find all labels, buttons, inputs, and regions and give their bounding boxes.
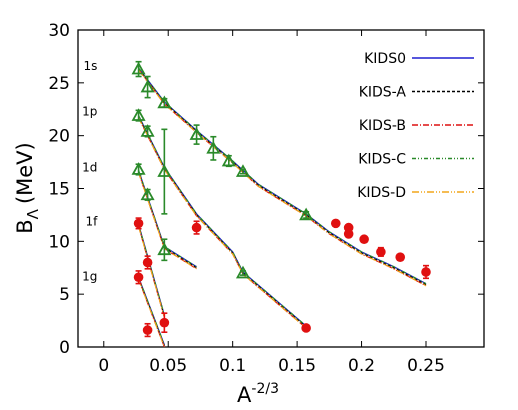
circle-data-point [133, 218, 144, 229]
shell-label: 1d [82, 161, 97, 175]
y-tick-label: 15 [48, 180, 70, 200]
circle-data-point [159, 317, 170, 328]
circle-data-point [376, 247, 386, 257]
y-axis-title-subscript: Λ [24, 208, 42, 219]
y-tick-label: 5 [59, 285, 70, 305]
shell-labels: 1s 1p 1d 1f 1g [82, 59, 98, 283]
circle-data-point [395, 252, 406, 262]
series-line-kids-b [138, 68, 427, 287]
shell-label: 1f [85, 214, 98, 228]
legend-label-kids-b: KIDS-B [359, 118, 406, 134]
triangle-data-point [140, 79, 155, 93]
y-tick-label: 10 [48, 232, 70, 252]
x-axis-title-exponent: -2/3 [251, 381, 279, 397]
triangle-data-point [206, 140, 221, 154]
circle-data-point [330, 218, 341, 229]
legend-label-kids-a: KIDS-A [359, 85, 407, 101]
triangle-data-point [157, 242, 172, 256]
series-line-kids-c [138, 170, 197, 268]
shell-label: 1p [82, 105, 97, 119]
legend: KIDS0 KIDS-A KIDS-B KIDS-C KIDS-D [357, 51, 474, 201]
series-line-kids-d [138, 226, 165, 318]
legend-label-kids-c: KIDS-C [358, 152, 406, 168]
triangle-data-point [235, 265, 251, 279]
triangle-data-point [131, 61, 146, 75]
circle-data-point [142, 257, 153, 268]
data-points [131, 60, 431, 338]
series-line-kids-a [138, 116, 307, 328]
axis-ticks: 0 0.05 0.1 0.15 0.2 0.25 0 5 10 15 20 25 30 [48, 21, 484, 376]
series-line-kids-d [138, 69, 427, 287]
series-line-kids0 [138, 170, 197, 268]
circle-data-point [421, 267, 431, 277]
triangle-data-point [157, 164, 172, 177]
circle-data-point [301, 323, 311, 333]
circle-data-point [359, 234, 369, 245]
legend-label-kids-d: KIDS-D [357, 185, 406, 201]
triangle-data-point [157, 95, 172, 109]
triangle-data-point [235, 164, 251, 177]
triangle-data-point [221, 153, 236, 167]
triangle-data-point [140, 187, 155, 201]
series-line-kids-d [138, 117, 307, 329]
y-tick-label: 0 [59, 338, 70, 358]
triangle-data-point [131, 108, 146, 121]
series-line-kids-c [138, 115, 307, 327]
circle-data-point [142, 325, 153, 335]
plot-frame [77, 29, 485, 348]
x-axis-title: A-2/3 [237, 381, 279, 407]
y-tick-label: 25 [48, 74, 70, 94]
legend-label-kids0: KIDS0 [364, 51, 406, 67]
x-tick-label: 0.25 [407, 356, 445, 376]
y-axis-title-unit: (MeV) [13, 142, 37, 204]
model-curves [138, 67, 427, 348]
triangle-data-point [189, 127, 204, 140]
triangle-data-point [131, 162, 146, 175]
x-tick-label: 0.1 [219, 356, 246, 376]
triangle-data-point [299, 207, 314, 221]
circle-data-point [133, 272, 144, 283]
series-line-kids-a [138, 68, 427, 286]
y-axis-title: BΛ (MeV) [13, 142, 42, 233]
series-line-kids-c [138, 67, 427, 285]
y-axis-title-base: B [13, 219, 37, 233]
series-line-kids-d [138, 279, 165, 348]
circle-data-point [191, 222, 202, 233]
y-tick-label: 20 [48, 127, 70, 147]
series-line-kids-c [138, 277, 165, 346]
x-tick-label: 0.15 [278, 356, 316, 376]
x-tick-label: 0.2 [348, 356, 375, 376]
y-tick-label: 30 [48, 21, 70, 41]
circle-data-point [343, 229, 354, 239]
x-axis-title-base: A [237, 383, 252, 407]
x-tick-label: 0 [98, 356, 109, 376]
x-tick-label: 0.05 [149, 356, 187, 376]
shell-label: 1g [82, 269, 97, 283]
triangle-data-point [140, 124, 155, 137]
shell-label: 1s [83, 59, 97, 73]
